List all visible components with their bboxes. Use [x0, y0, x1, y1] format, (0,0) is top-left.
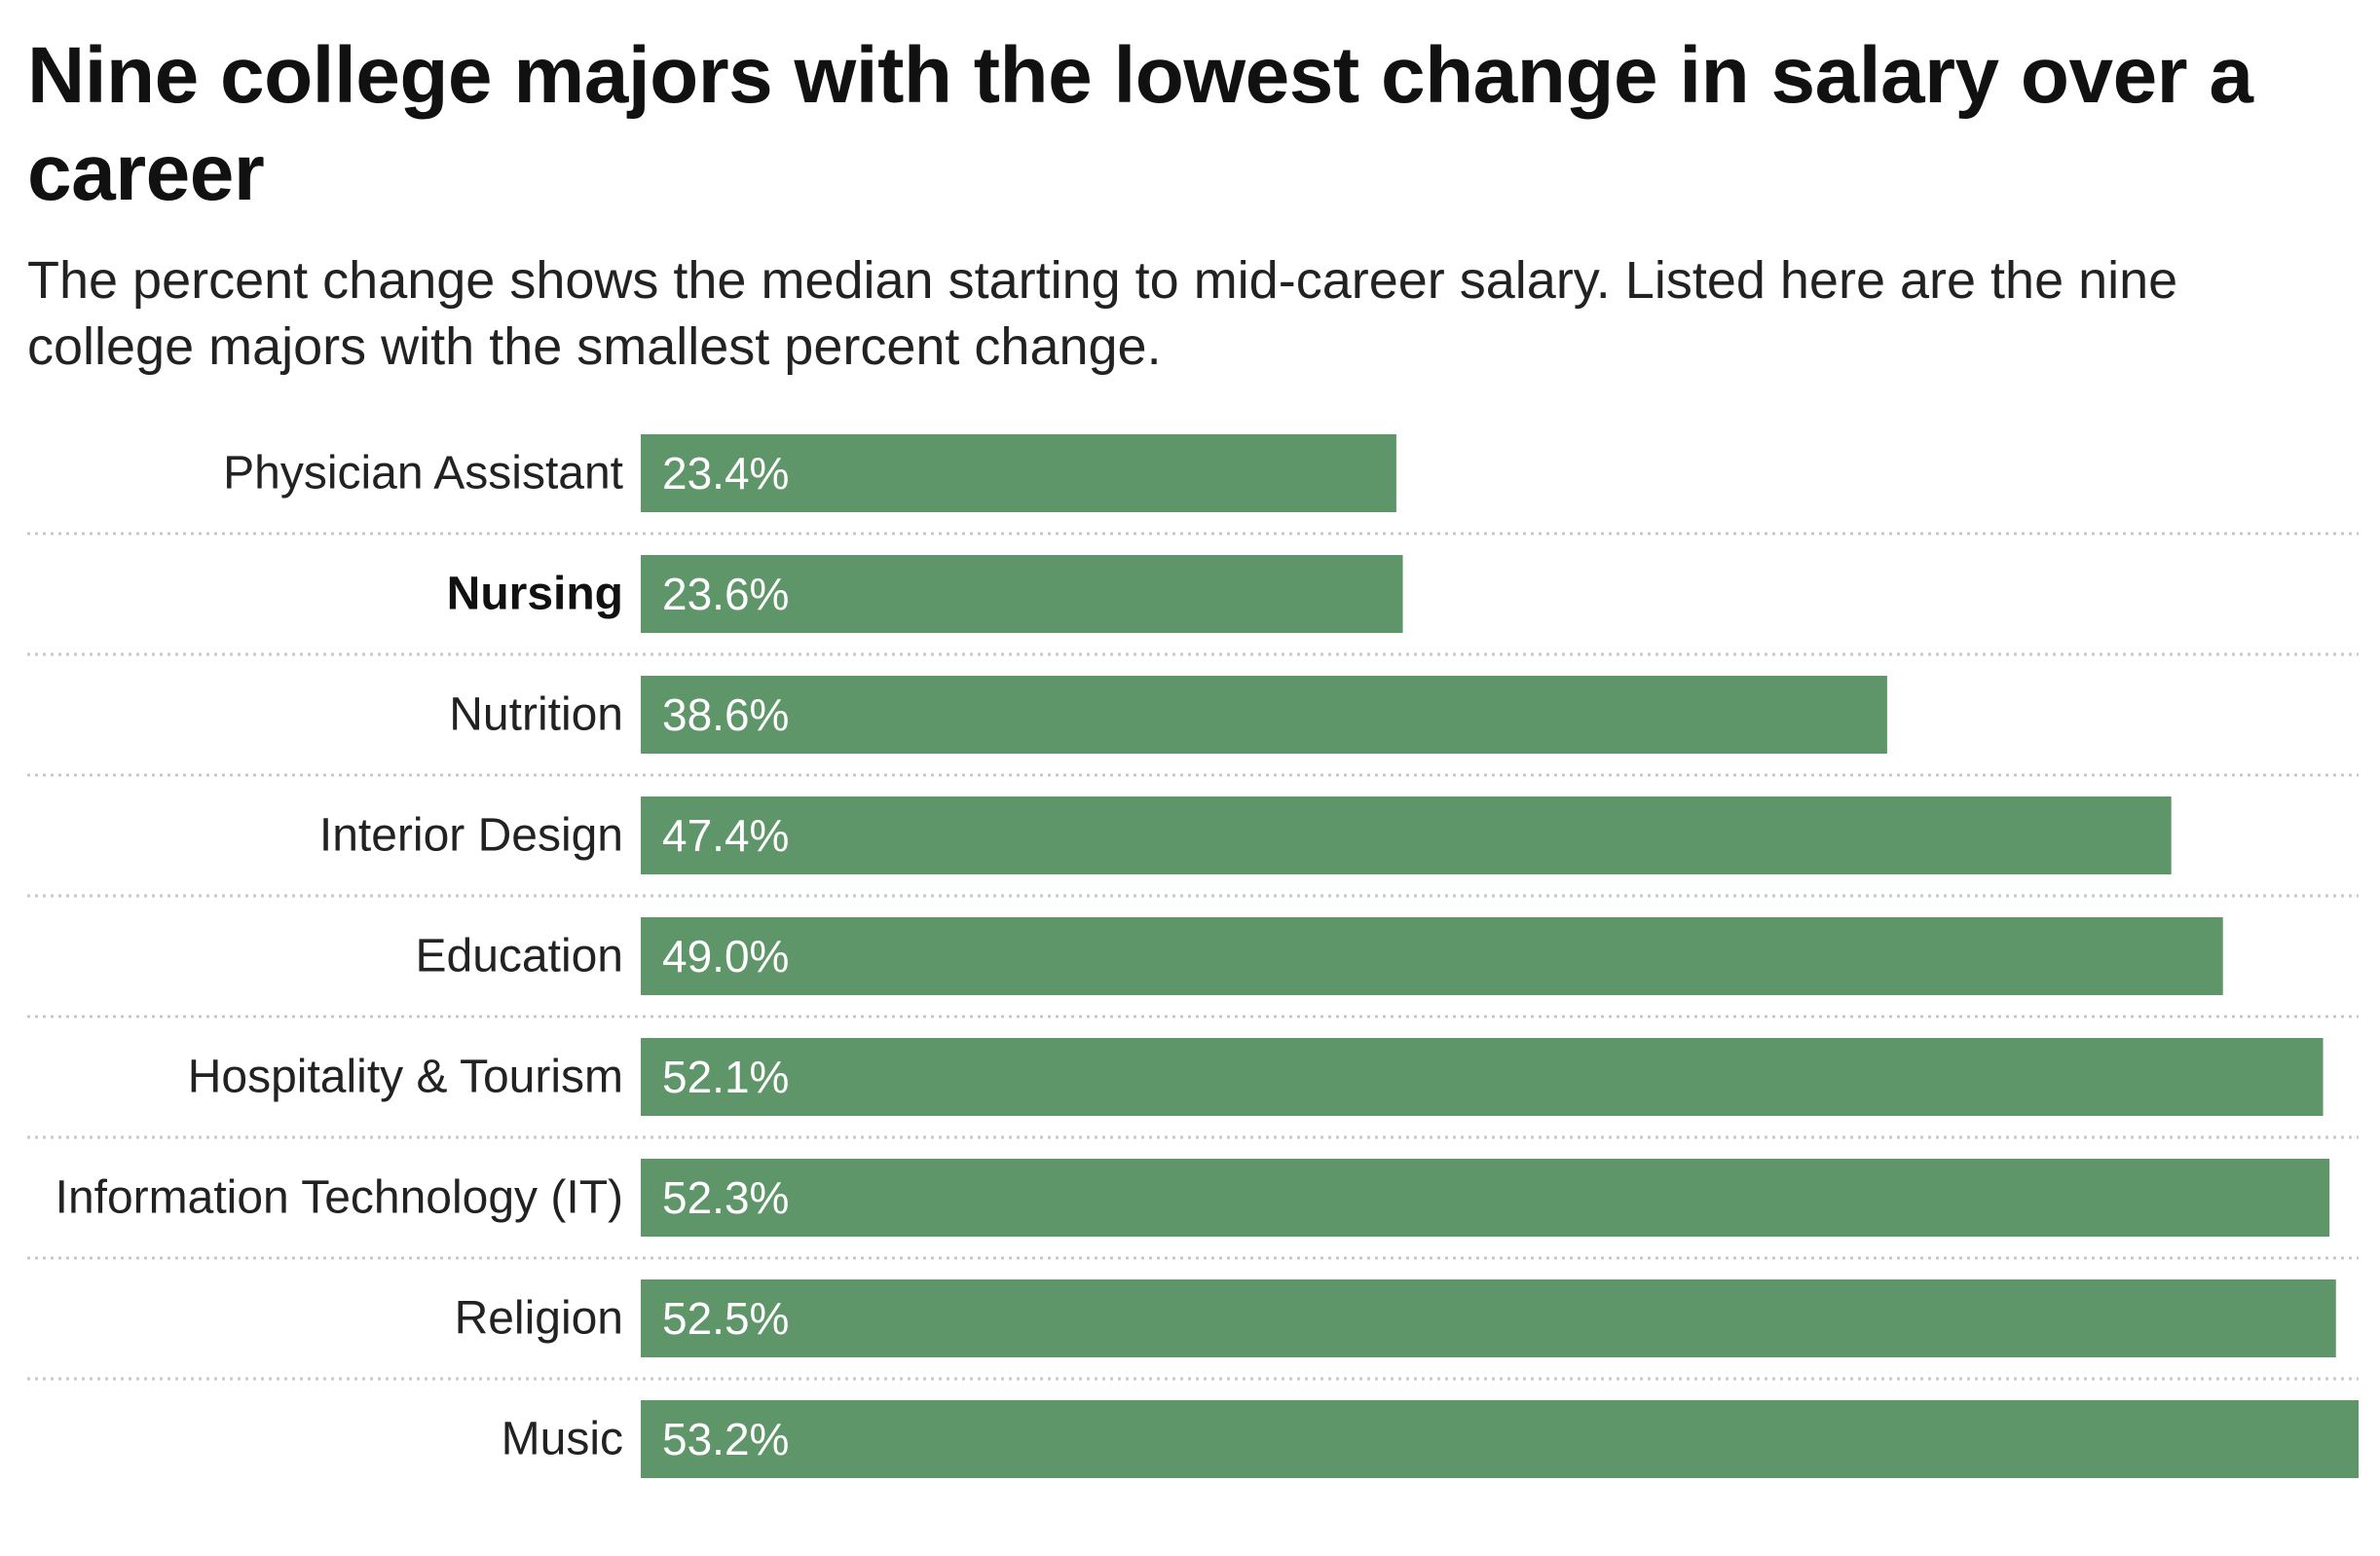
bar [641, 1159, 2330, 1237]
bar-row: Hospitality & Tourism 52.1% [188, 1038, 2324, 1116]
category-label: Interior Design [319, 810, 623, 862]
bar-row: Education 49.0% [416, 917, 2223, 995]
bar-row: Physician Assistant 23.4% [223, 434, 1396, 512]
data-label: 23.4% [662, 448, 789, 499]
bar-row: Nursing 23.6% [447, 555, 1403, 633]
chart-page: Nine college majors with the lowest chan… [27, 27, 2364, 380]
bar [641, 917, 2223, 995]
category-label: Nutrition [449, 689, 623, 741]
category-label: Information Technology (IT) [56, 1172, 623, 1224]
data-label: 53.2% [662, 1414, 789, 1464]
data-label: 47.4% [662, 810, 789, 861]
category-label: Hospitality & Tourism [188, 1052, 623, 1103]
category-label: Music [502, 1414, 623, 1465]
bar-chart: Physician Assistant 23.4% Nursing 23.6% Nutr… [27, 434, 2359, 1478]
category-label: Religion [455, 1293, 623, 1345]
bar-row: Information Technology (IT) 52.3% [56, 1159, 2330, 1237]
chart-subtitle: The percent change shows the median star… [27, 251, 2178, 376]
bar [641, 676, 1887, 754]
chart-title: Nine college majors with the lowest chan… [27, 31, 2253, 217]
data-label: 49.0% [662, 931, 789, 982]
data-label: 23.6% [662, 569, 789, 619]
bar-row: Music 53.2% [502, 1400, 2359, 1478]
bar [641, 1400, 2359, 1478]
category-label: Nursing [447, 569, 623, 620]
category-label: Education [416, 931, 624, 982]
bar [641, 797, 2172, 874]
data-label: 38.6% [662, 689, 789, 740]
bar-row: Interior Design 47.4% [319, 797, 2172, 874]
data-label: 52.1% [662, 1052, 789, 1102]
bar-row: Nutrition 38.6% [449, 676, 1887, 754]
bar [641, 1279, 2336, 1357]
data-label: 52.3% [662, 1172, 789, 1223]
bar [641, 434, 1396, 512]
bar-row: Religion 52.5% [455, 1279, 2336, 1357]
category-label: Physician Assistant [223, 448, 623, 500]
data-label: 52.5% [662, 1293, 789, 1344]
bar [641, 1038, 2324, 1116]
bar [641, 555, 1403, 633]
